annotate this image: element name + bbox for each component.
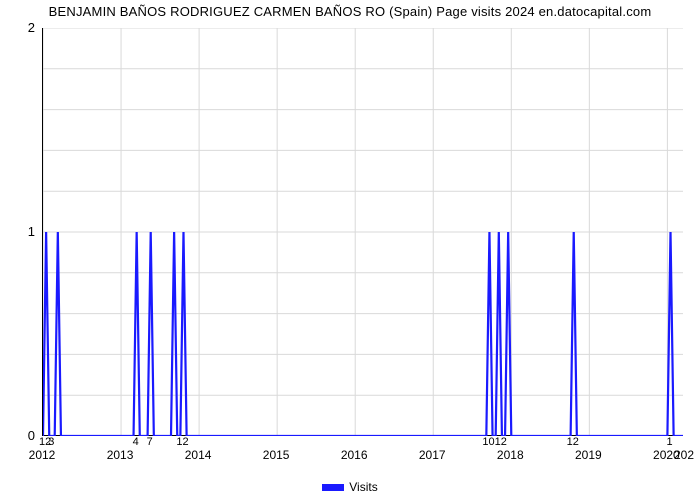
- x-minor-label: 12: [567, 436, 579, 448]
- x-tick-label: 2012: [29, 448, 56, 462]
- x-tick-label: 202: [674, 448, 694, 462]
- x-tick-label: 2014: [185, 448, 212, 462]
- x-minor-label: 3: [48, 436, 54, 448]
- x-tick-label: 2019: [575, 448, 602, 462]
- chart-container: BENJAMIN BAÑOS RODRIGUEZ CARMEN BAÑOS RO…: [0, 0, 700, 500]
- x-tick-label: 2018: [497, 448, 524, 462]
- x-minor-label: 7: [147, 436, 153, 448]
- legend-label: Visits: [349, 480, 377, 494]
- x-minor-label: 1012: [482, 436, 506, 448]
- plot-area: [42, 28, 682, 436]
- y-tick-label: 0: [7, 428, 35, 443]
- plot-svg: [43, 28, 683, 436]
- x-minor-label: 12: [176, 436, 188, 448]
- x-minor-label: 4: [133, 436, 139, 448]
- x-tick-label: 2015: [263, 448, 290, 462]
- legend: Visits: [0, 479, 700, 494]
- y-tick-label: 2: [7, 20, 35, 35]
- x-tick-label: 2017: [419, 448, 446, 462]
- chart-title: BENJAMIN BAÑOS RODRIGUEZ CARMEN BAÑOS RO…: [0, 4, 700, 19]
- legend-swatch: [322, 484, 344, 491]
- x-minor-label: 1: [666, 436, 672, 448]
- x-tick-label: 2013: [107, 448, 134, 462]
- x-tick-label: 2016: [341, 448, 368, 462]
- y-tick-label: 1: [7, 224, 35, 239]
